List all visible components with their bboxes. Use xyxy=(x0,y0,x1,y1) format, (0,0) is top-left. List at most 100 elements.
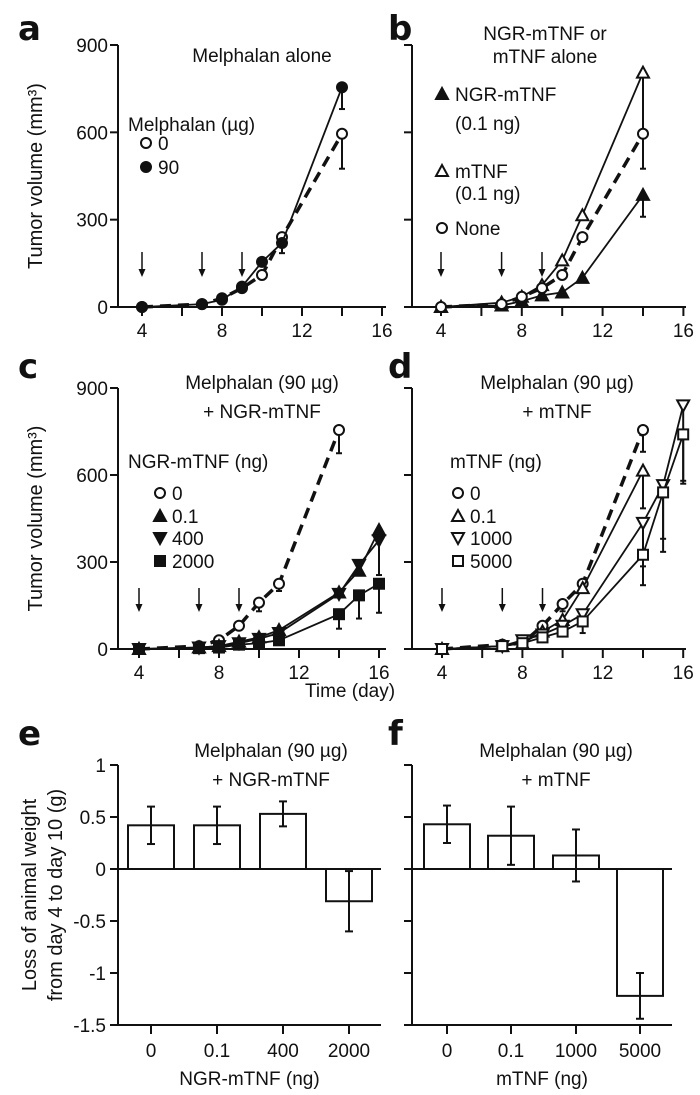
data-point xyxy=(635,64,651,79)
data-point xyxy=(331,587,347,602)
dosing-arrow-head xyxy=(538,269,546,277)
x-tick-label: 16 xyxy=(368,663,389,684)
dosing-arrow-head xyxy=(235,604,243,612)
dosing-arrow-head xyxy=(138,269,146,277)
data-point xyxy=(575,608,591,623)
data-point xyxy=(351,558,367,573)
data-point xyxy=(637,548,649,561)
legend-marker xyxy=(154,555,166,567)
x-tick-label: 8 xyxy=(217,321,228,342)
data-point xyxy=(333,608,345,621)
legend-marker xyxy=(152,507,168,522)
data-point xyxy=(213,641,225,654)
data-point xyxy=(371,522,387,537)
y-axis-label: Tumor volume (mm³) xyxy=(25,83,47,269)
y-tick-label: 900 xyxy=(76,379,108,400)
dosing-arrow-head xyxy=(195,604,203,612)
x-tick-label: 8 xyxy=(517,321,528,342)
x-tick-label: 1000 xyxy=(555,1041,597,1062)
data-point xyxy=(657,486,670,499)
legend-label: 0 xyxy=(470,484,481,505)
legend-marker xyxy=(434,162,450,177)
dosing-arrow-head xyxy=(498,604,506,612)
panel-title: Melphalan (90 µg) xyxy=(185,373,339,394)
y-tick-label: 0 xyxy=(95,860,106,881)
data-point xyxy=(556,625,569,638)
data-point xyxy=(675,399,691,414)
panel-title: + mTNF xyxy=(521,770,590,791)
data-point xyxy=(136,301,148,313)
y-axis-label: Loss of animal weight xyxy=(19,798,41,991)
y-tick-label: 300 xyxy=(76,211,108,232)
data-point xyxy=(273,634,285,647)
x-tick-label: 4 xyxy=(137,321,148,342)
data-point xyxy=(635,516,651,531)
legend-marker xyxy=(452,487,464,499)
y-tick-label: 600 xyxy=(76,123,108,144)
y-tick-label: 0.5 xyxy=(80,808,106,829)
data-point xyxy=(495,298,508,311)
x-tick-label: 4 xyxy=(437,663,448,684)
data-point xyxy=(253,596,265,609)
data-point xyxy=(133,643,145,655)
data-point xyxy=(336,81,348,94)
data-point xyxy=(574,207,591,222)
legend-title: Melphalan (µg) xyxy=(128,115,255,136)
data-point xyxy=(554,284,570,299)
x-tick-label: 400 xyxy=(267,1041,299,1062)
x-tick-label: 8 xyxy=(517,663,528,684)
series-90 xyxy=(136,81,348,313)
data-point xyxy=(635,186,651,201)
x-axis-label: NGR-mTNF (ng) xyxy=(179,1069,319,1090)
x-tick-label: 0 xyxy=(442,1041,453,1062)
data-point xyxy=(196,298,208,311)
data-point xyxy=(554,252,570,267)
x-tick-label: 16 xyxy=(673,321,694,342)
data-point xyxy=(556,598,569,611)
data-point xyxy=(373,577,385,590)
data-point xyxy=(637,127,649,140)
panel-letter: e xyxy=(18,714,41,754)
data-point xyxy=(333,424,345,437)
series-2000 xyxy=(133,577,385,655)
y-tick-label: 900 xyxy=(76,36,108,57)
panel-f: f Melphalan (90 µg) + mTNF 0 0.1 1000 5000 mTNF… xyxy=(388,714,672,1090)
x-tick-label: 8 xyxy=(214,663,225,684)
legend-label: (0.1 ng) xyxy=(455,114,520,135)
x-axis-label: mTNF (ng) xyxy=(496,1069,588,1090)
data-point xyxy=(271,627,287,642)
data-point xyxy=(273,577,285,590)
data-point xyxy=(574,269,591,284)
legend-label: mTNF xyxy=(455,162,508,183)
panel-e: e Melphalan (90 µg) + NGR-mTNF 1 0.5 0 -0.5 -1 -… xyxy=(18,714,381,1090)
data-point xyxy=(515,290,528,303)
data-point xyxy=(233,638,245,651)
legend-marker xyxy=(140,161,152,173)
dosing-arrow-head xyxy=(539,604,546,612)
dosing-arrow-head xyxy=(135,604,143,612)
panel-title: Melphalan (90 µg) xyxy=(480,373,634,394)
y-axis-label: from day 4 to day 10 (g) xyxy=(45,789,67,1001)
panel-d: d Melphalan (90 µg) + mTNF 4 8 12 16 00.1100050… xyxy=(388,347,694,684)
panel-title: + NGR-mTNF xyxy=(203,402,321,423)
y-tick-label: -0.5 xyxy=(73,912,106,933)
y-tick-label: -1 xyxy=(89,964,106,985)
legend-label: 90 xyxy=(158,158,179,179)
data-point xyxy=(193,642,205,655)
legend-label: 1000 xyxy=(470,529,512,550)
series-None xyxy=(435,127,649,313)
data-point xyxy=(536,282,548,295)
data-point xyxy=(534,287,550,302)
panel-title: Melphalan alone xyxy=(192,46,331,67)
panel-letter: b xyxy=(388,9,412,49)
data-point xyxy=(516,637,529,650)
legend-title: NGR-mTNF (ng) xyxy=(128,452,268,473)
y-axis-label: Tumor volume (mm³) xyxy=(25,426,47,612)
series-5000 xyxy=(436,428,690,655)
x-tick-label: 0 xyxy=(146,1041,157,1062)
data-point xyxy=(575,580,591,595)
x-tick-label: 12 xyxy=(288,663,309,684)
data-point xyxy=(677,428,690,441)
data-point xyxy=(576,615,589,628)
y-tick-label: 300 xyxy=(76,553,108,574)
